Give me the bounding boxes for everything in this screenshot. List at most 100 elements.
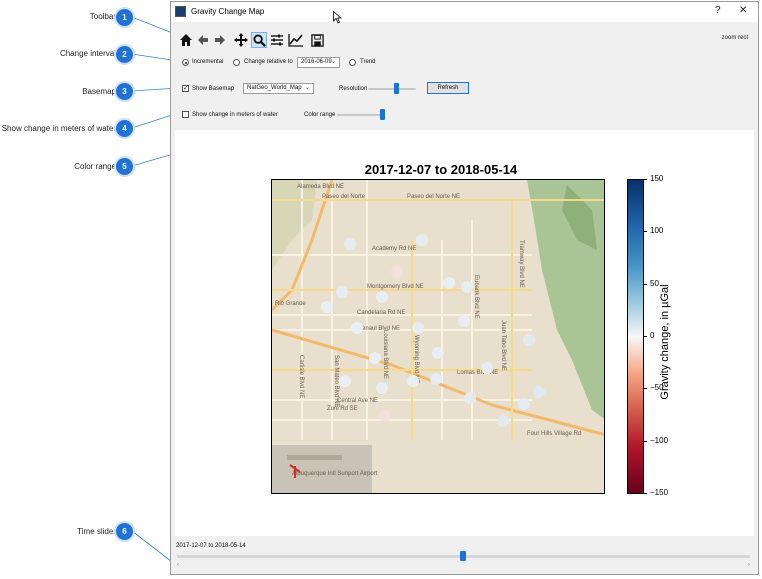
water-checkbox[interactable]: [182, 111, 189, 118]
map-label: Eubank Blvd NE: [473, 275, 479, 319]
gravity-station-marker: [344, 238, 356, 250]
colorbar-tick: [644, 283, 647, 285]
map-label: Louisiana Blvd NE: [382, 330, 388, 379]
gravity-station-marker: [458, 315, 470, 327]
incremental-label: Incremental: [192, 59, 224, 65]
gravity-station-marker: [518, 398, 530, 410]
zoom-icon[interactable]: [251, 32, 267, 48]
gravity-station-marker: [416, 234, 428, 246]
scroll-right-arrow-icon[interactable]: ›: [748, 562, 750, 568]
back-arrow-icon[interactable]: [196, 32, 210, 48]
callout-badge-5: 5: [116, 158, 133, 175]
show-basemap-checkbox[interactable]: ✓: [182, 85, 189, 92]
title-bar: Gravity Change Map ? ✕: [171, 2, 758, 22]
callout-label-time-slider: Time slider: [77, 527, 116, 536]
chevron-down-icon: ⌄: [330, 59, 336, 65]
map-label: Albuquerque Intl Sunport Airport: [292, 471, 378, 477]
colorbar-tick-label: 0: [650, 331, 655, 340]
resolution-slider-track[interactable]: [368, 88, 416, 90]
relative-date-value: 2016-06-09: [301, 59, 332, 65]
gravity-station-marker: [443, 277, 455, 289]
gravity-station-marker: [407, 375, 419, 387]
app-icon: [175, 6, 186, 17]
map-label: Montgomery Blvd NE: [367, 284, 424, 290]
color-range-slider-track[interactable]: [337, 114, 385, 116]
gravity-station-marker: [430, 373, 442, 385]
colorbar-tick: [644, 179, 647, 180]
gravity-station-marker: [497, 415, 509, 427]
callout-label-toolbar: Toolbar: [89, 12, 116, 21]
water-label: Show change in meters of water: [192, 112, 278, 118]
callout-badge-3: 3: [116, 83, 133, 100]
colorbar-tick-label: 150: [650, 174, 664, 183]
save-icon[interactable]: [310, 32, 324, 48]
basemap-select-value: NatGeo_World_Map: [247, 85, 302, 91]
resolution-slider-thumb[interactable]: [394, 83, 399, 94]
callout-badge-1: 1: [116, 9, 133, 26]
callout-badge-2: 2: [116, 46, 133, 63]
map-label: Candelaria Rd NE: [357, 310, 405, 316]
color-range-label: Color range: [304, 112, 336, 118]
colorbar-tick-label: −50: [650, 383, 664, 393]
colorbar-tick: [644, 388, 647, 390]
plot-canvas: 2017-12-07 to 2018-05-14: [175, 130, 754, 536]
plot-title: 2017-12-07 to 2018-05-14: [364, 162, 518, 177]
colorbar-tick: [644, 493, 647, 494]
basemap-map[interactable]: Alameda Blvd NE Paseo del Norte Paseo de…: [271, 179, 605, 494]
callout-label-basemap: Basemap: [82, 87, 116, 96]
relative-date-select[interactable]: 2016-06-09 ⌄: [297, 57, 340, 68]
colorbar-axis-label: Gravity change, in µGal: [659, 284, 671, 400]
colorbar-tick: [644, 440, 647, 442]
map-label: San Mateo Blvd NE: [333, 355, 339, 407]
map-label: Lomas Blvd NE: [457, 370, 498, 376]
configure-subplots-icon[interactable]: [270, 32, 284, 48]
map-label: Paseo del Norte NE: [407, 194, 460, 200]
time-slider-thumb[interactable]: [460, 551, 466, 561]
home-icon[interactable]: [179, 32, 193, 48]
colorbar: [627, 179, 644, 494]
close-button[interactable]: ✕: [739, 5, 748, 16]
callout-badge-6: 6: [116, 523, 133, 540]
gravity-station-marker: [376, 291, 388, 303]
toolbar-mode-text: zoom rect: [721, 35, 748, 41]
gravity-station-marker: [412, 322, 424, 334]
refresh-button[interactable]: Refresh: [427, 82, 469, 94]
gravity-station-marker: [321, 301, 333, 313]
change-relative-label: Change relative to: [244, 59, 293, 65]
gravity-station-marker: [523, 334, 535, 346]
colorbar-tick-label: 50: [650, 278, 659, 288]
mouse-cursor-icon: [333, 11, 342, 24]
map-label: Paseo del Norte: [322, 194, 366, 200]
callout-label-water: Show change in meters of water: [1, 124, 116, 133]
gravity-station-marker: [461, 281, 473, 293]
map-label: Alameda Blvd NE: [297, 184, 344, 190]
colorbar-tick-label: 100: [650, 226, 664, 236]
pan-icon[interactable]: [234, 32, 248, 48]
gravity-station-marker: [339, 375, 351, 387]
map-label: Tramway Blvd NE: [518, 240, 524, 288]
trend-radio[interactable]: [349, 59, 356, 66]
window-title: Gravity Change Map: [191, 7, 265, 16]
basemap-select[interactable]: NatGeo_World_Map ⌄: [243, 83, 314, 94]
colorbar-tick-label: −150: [650, 488, 669, 497]
gravity-station-marker: [464, 392, 476, 404]
help-button[interactable]: ?: [715, 5, 721, 16]
map-label: Juan Tabo Blvd NE: [500, 320, 506, 371]
gravity-station-marker: [369, 352, 381, 364]
gravity-station-marker: [376, 382, 388, 394]
gravity-station-marker: [336, 286, 348, 298]
change-relative-radio[interactable]: [233, 59, 240, 66]
gravity-stations: [321, 234, 545, 427]
gravity-station-marker: [351, 322, 363, 334]
color-range-slider-thumb[interactable]: [380, 109, 385, 120]
app-window: Gravity Change Map ? ✕ zoom rect Increme…: [170, 1, 759, 575]
map-label: Rio Grande: [275, 301, 306, 307]
forward-arrow-icon[interactable]: [213, 32, 227, 48]
scroll-left-arrow-icon[interactable]: ‹: [177, 562, 179, 568]
callout-label-change-interval: Change interval: [59, 49, 116, 58]
map-label: Academy Rd NE: [372, 246, 416, 252]
gravity-station-marker: [432, 347, 444, 359]
incremental-radio[interactable]: [182, 59, 189, 66]
resolution-label: Resolution: [339, 86, 368, 92]
edit-axis-icon[interactable]: [288, 32, 304, 48]
